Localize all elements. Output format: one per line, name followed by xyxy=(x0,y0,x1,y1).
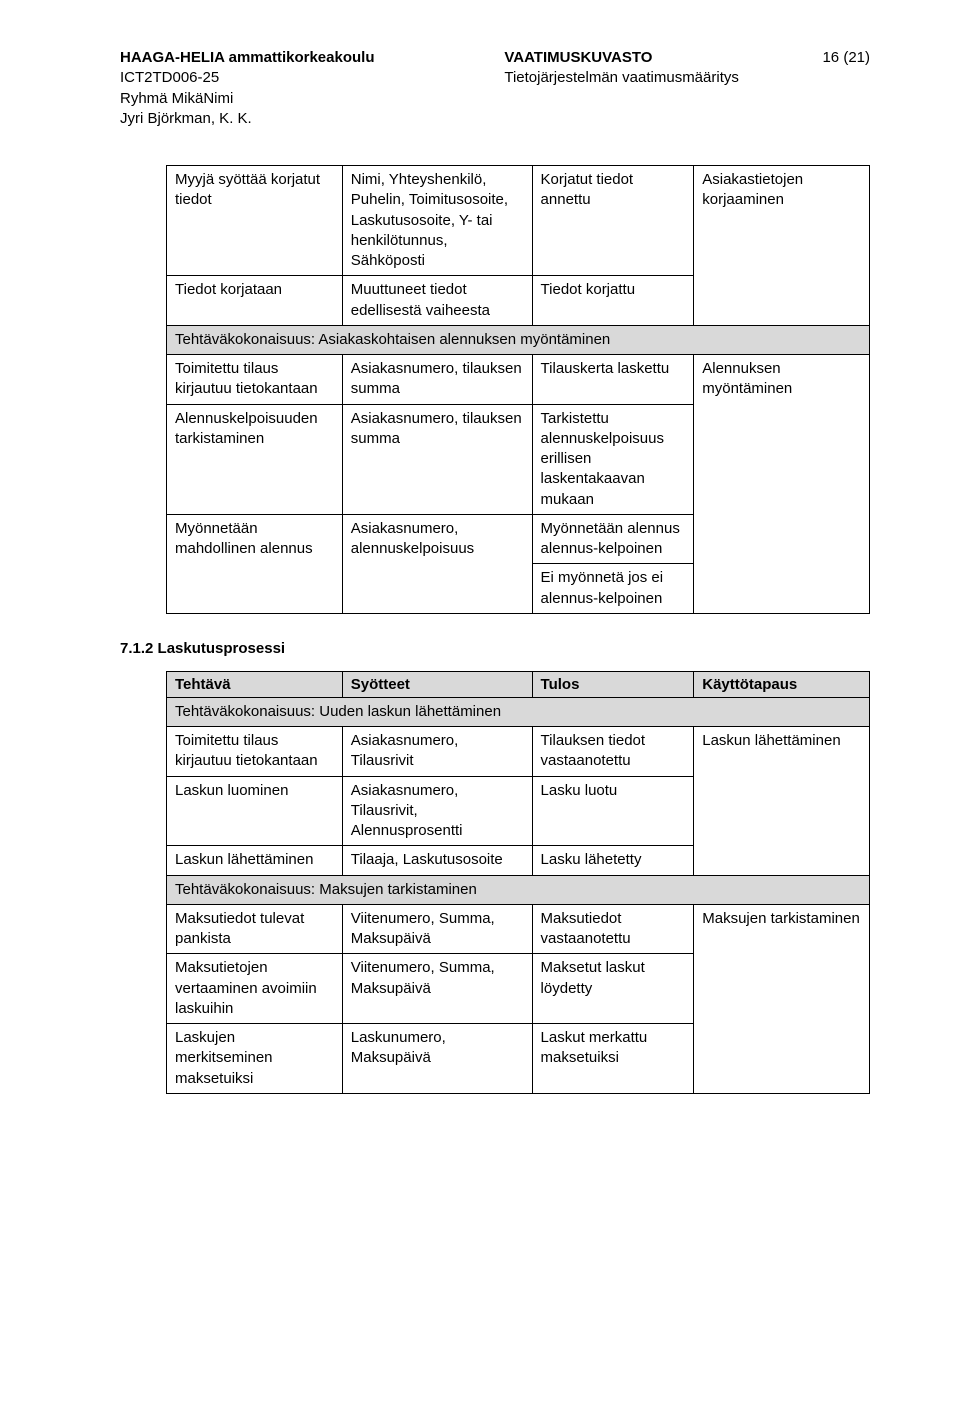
cell-result: Laskut merkattu maksetuiksi xyxy=(532,1024,694,1094)
cell-usecase: Laskun lähettäminen xyxy=(694,727,870,876)
table-row: Tehtäväkokonaisuus: Maksujen tarkistamin… xyxy=(167,875,870,904)
cell-input: Asiakasnumero, tilauksen summa xyxy=(342,355,532,405)
cell-task: Toimitettu tilaus kirjautuu tietokantaan xyxy=(167,727,343,777)
table-row: Maksutiedot tulevat pankistaViitenumero,… xyxy=(167,904,870,954)
cell-input: Asiakasnumero, tilauksen summa xyxy=(342,404,532,514)
cell-task: Laskun lähettäminen xyxy=(167,846,343,875)
cell-usecase: Asiakastietojen korjaaminen xyxy=(694,166,870,326)
cell-task: Myyjä syöttää korjatut tiedot xyxy=(167,166,343,276)
col-header: Käyttötapaus xyxy=(694,671,870,697)
cell-input: Asiakasnumero, Tilausrivit xyxy=(342,727,532,777)
section-heading: 7.1.2 Laskutusprosessi xyxy=(120,640,870,657)
section-row: Tehtäväkokonaisuus: Asiakaskohtaisen ale… xyxy=(167,325,870,354)
cell-input: Asiakasnumero, Tilausrivit, Alennusprose… xyxy=(342,776,532,846)
table-header-row: Tehtävä Syötteet Tulos Käyttötapaus xyxy=(167,671,870,697)
requirements-table-1: Myyjä syöttää korjatut tiedotNimi, Yhtey… xyxy=(166,165,870,614)
doc-subtitle: Tietojärjestelmän vaatimusmääritys xyxy=(504,68,800,88)
table-row: Tehtäväkokonaisuus: Asiakaskohtaisen ale… xyxy=(167,325,870,354)
cell-input: Nimi, Yhteyshenkilö, Puhelin, Toimitusos… xyxy=(342,166,532,276)
cell-input: Tilaaja, Laskutusosoite xyxy=(342,846,532,875)
section-row: Tehtäväkokonaisuus: Maksujen tarkistamin… xyxy=(167,875,870,904)
table-row: Tehtäväkokonaisuus: Uuden laskun lähettä… xyxy=(167,697,870,726)
col-header: Syötteet xyxy=(342,671,532,697)
cell-result: Maksetut laskut löydetty xyxy=(532,954,694,1024)
cell-result: Korjatut tiedot annettu xyxy=(532,166,694,276)
requirements-table-2: Tehtävä Syötteet Tulos Käyttötapaus Teht… xyxy=(166,671,870,1094)
cell-task: Laskujen merkitseminen maksetuiksi xyxy=(167,1024,343,1094)
cell-input: Muuttuneet tiedot edellisestä vaiheesta xyxy=(342,276,532,326)
cell-result: Maksutiedot vastaanotettu xyxy=(532,904,694,954)
doc-type: VAATIMUSKUVASTO xyxy=(504,48,800,68)
section-row: Tehtäväkokonaisuus: Uuden laskun lähettä… xyxy=(167,697,870,726)
cell-result: Tilauskerta laskettu xyxy=(532,355,694,405)
group-name: Ryhmä MikäNimi xyxy=(120,89,504,109)
cell-result: Tarkistettu alennuskelpoisuus erillisen … xyxy=(532,404,694,514)
header-right-block: 16 (21) xyxy=(800,48,870,129)
table-row: Toimitettu tilaus kirjautuu tietokantaan… xyxy=(167,727,870,777)
cell-result: Lasku luotu xyxy=(532,776,694,846)
cell-result: Lasku lähetetty xyxy=(532,846,694,875)
cell-usecase: Maksujen tarkistaminen xyxy=(694,904,870,1093)
col-header: Tulos xyxy=(532,671,694,697)
page-header: HAAGA-HELIA ammattikorkeakoulu ICT2TD006… xyxy=(120,48,870,129)
course-code: ICT2TD006-25 xyxy=(120,68,504,88)
table-row: Myyjä syöttää korjatut tiedotNimi, Yhtey… xyxy=(167,166,870,276)
table-row: Toimitettu tilaus kirjautuu tietokantaan… xyxy=(167,355,870,405)
page-number: 16 (21) xyxy=(800,48,870,68)
cell-task: Laskun luominen xyxy=(167,776,343,846)
col-header: Tehtävä xyxy=(167,671,343,697)
header-center-block: VAATIMUSKUVASTO Tietojärjestelmän vaatim… xyxy=(504,48,800,129)
header-left-block: HAAGA-HELIA ammattikorkeakoulu ICT2TD006… xyxy=(120,48,504,129)
cell-result: Tiedot korjattu xyxy=(532,276,694,326)
cell-task: Myönnetään mahdollinen alennus xyxy=(167,514,343,613)
document-page: HAAGA-HELIA ammattikorkeakoulu ICT2TD006… xyxy=(0,0,960,1168)
cell-result: Ei myönnetä jos ei alennus-kelpoinen xyxy=(532,564,694,614)
org-name: HAAGA-HELIA ammattikorkeakoulu xyxy=(120,48,504,68)
cell-task: Toimitettu tilaus kirjautuu tietokantaan xyxy=(167,355,343,405)
cell-task: Maksutiedot tulevat pankista xyxy=(167,904,343,954)
cell-usecase: Alennuksen myöntäminen xyxy=(694,355,870,614)
cell-task: Tiedot korjataan xyxy=(167,276,343,326)
cell-input: Viitenumero, Summa, Maksupäivä xyxy=(342,904,532,954)
cell-input: Asiakasnumero, alennuskelpoisuus xyxy=(342,514,532,613)
cell-result: Tilauksen tiedot vastaanotettu xyxy=(532,727,694,777)
cell-task: Maksutietojen vertaaminen avoimiin lasku… xyxy=(167,954,343,1024)
cell-input: Laskunumero, Maksupäivä xyxy=(342,1024,532,1094)
cell-result: Myönnetään alennus alennus-kelpoinen xyxy=(532,514,694,564)
cell-task: Alennuskelpoisuuden tarkistaminen xyxy=(167,404,343,514)
cell-input: Viitenumero, Summa, Maksupäivä xyxy=(342,954,532,1024)
author-name: Jyri Björkman, K. K. xyxy=(120,109,504,129)
